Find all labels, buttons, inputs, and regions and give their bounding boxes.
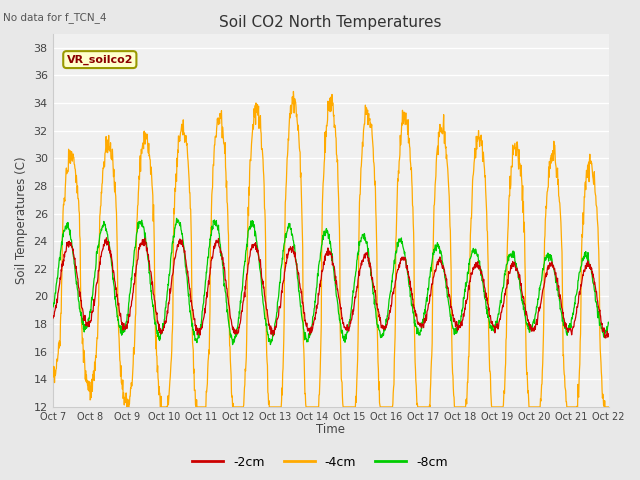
X-axis label: Time: Time <box>316 423 345 436</box>
Text: VR_soilco2: VR_soilco2 <box>67 54 133 65</box>
Legend: -2cm, -4cm, -8cm: -2cm, -4cm, -8cm <box>187 451 453 474</box>
Y-axis label: Soil Temperatures (C): Soil Temperatures (C) <box>15 156 28 284</box>
Title: Soil CO2 North Temperatures: Soil CO2 North Temperatures <box>220 15 442 30</box>
Text: No data for f_TCN_4: No data for f_TCN_4 <box>3 12 107 23</box>
